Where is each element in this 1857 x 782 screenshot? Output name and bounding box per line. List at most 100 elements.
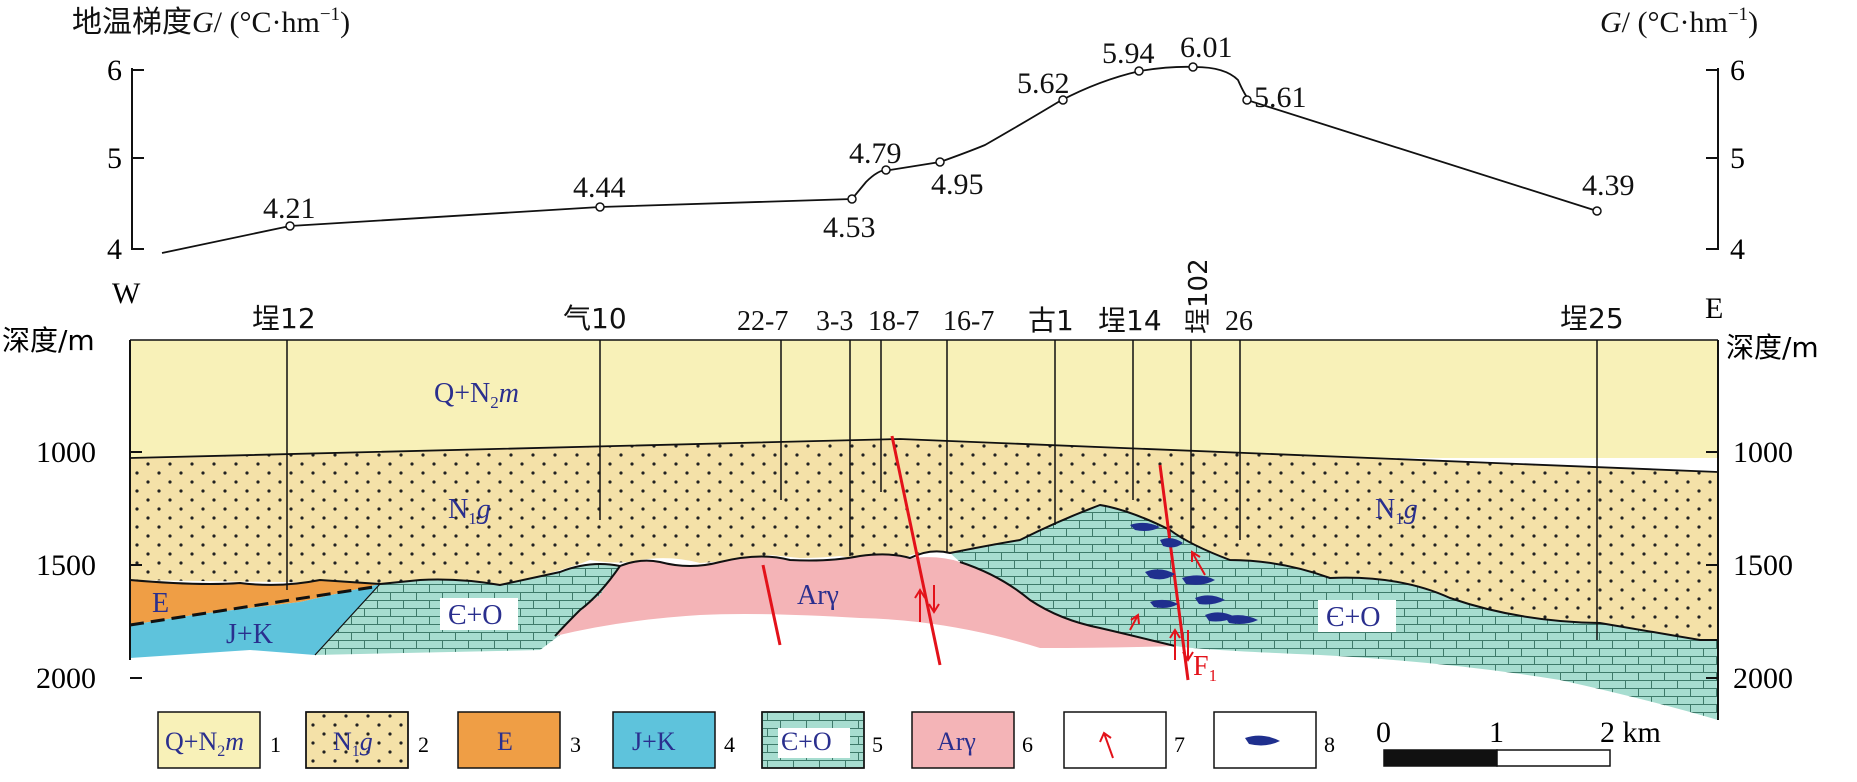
gradient-ylabel-left: 地温梯度G/ (°C·hm−1)	[72, 4, 350, 40]
gradient-point-9	[1242, 95, 1252, 105]
value-label-2: 4.44	[573, 171, 626, 204]
label-paleogene-e: E	[152, 588, 169, 619]
value-label-7: 5.94	[1102, 37, 1155, 70]
scale-bar-white-segment	[1496, 749, 1611, 767]
fault-granite	[761, 564, 782, 646]
legend-item-7: 7	[1063, 711, 1185, 769]
legend-item-5: Є+O 5	[761, 711, 883, 769]
depth-label-left: 深度/m	[2, 324, 95, 357]
legend-label-5: Є+O	[781, 727, 832, 756]
unit-jurassic-cretaceous	[130, 584, 380, 658]
unit-quaternary-neogene-m	[130, 340, 1718, 458]
well-name-18-7: 18-7	[868, 306, 919, 337]
legend-swatch-3	[457, 711, 561, 769]
well-name-26: 26	[1225, 306, 1253, 337]
base-quaternary-boundary	[129, 438, 1719, 473]
karst-cavity-8	[1225, 615, 1258, 624]
label-archean-granite: Arγ	[797, 580, 839, 611]
top-basement-boundary	[129, 503, 1718, 641]
legend-num-4: 4	[724, 732, 735, 757]
east-label: E	[1705, 292, 1723, 325]
legend: Q+N2m 1 N1g 2 E 3 J+K 4 Є+O 5	[157, 711, 1335, 769]
gradient-point-3	[847, 194, 857, 204]
scale-bar-black-segment	[1383, 749, 1498, 767]
label-cambrian-ordovician-west: Є+O	[440, 598, 518, 631]
gradient-point-6	[1058, 95, 1068, 105]
left-tick-label-6: 6	[107, 54, 122, 87]
depth-value-right-1500: 1500	[1733, 549, 1793, 582]
legend-item-2: N1g 2	[305, 711, 429, 769]
value-label-8: 6.01	[1180, 31, 1233, 64]
label-co-east-text: Є+O	[1326, 602, 1381, 633]
faults	[761, 435, 1190, 681]
right-tick-label-5: 5	[1730, 142, 1745, 175]
scale-tick-1: 1	[1489, 716, 1504, 749]
legend-num-7: 7	[1174, 732, 1185, 757]
cross-section: 埕12 气10 22-7 3-3 18-7 16-7 古1 埕14 埕102 2…	[2, 258, 1819, 720]
gradient-points	[285, 62, 1602, 231]
right-tick-label-4: 4	[1730, 233, 1745, 266]
label-neogene-guantao-west: N1g	[448, 494, 491, 528]
slip-arrow-f1-down	[1182, 630, 1194, 662]
well-names: 埕12 气10 22-7 3-3 18-7 16-7 古1 埕14 埕102 2…	[252, 258, 1624, 337]
legend-swatch-1	[157, 711, 261, 769]
scale-tick-2: 2 km	[1600, 716, 1661, 749]
depth-value-left-1000: 1000	[36, 436, 96, 469]
depth-value-left-2000: 2000	[36, 662, 96, 695]
gradient-point-4	[881, 165, 891, 175]
well-lines	[286, 340, 1598, 640]
value-label-9: 5.61	[1254, 81, 1307, 114]
depth-value-right-2000: 2000	[1733, 662, 1793, 695]
value-label-5: 4.95	[931, 168, 984, 201]
label-jurassic-cretaceous: J+K	[226, 619, 273, 650]
legend-swatch-8	[1213, 711, 1317, 769]
legend-swatch-5-labelbg	[778, 728, 850, 758]
well-name-c12: 埕12	[252, 302, 316, 335]
label-co-east-box	[1318, 600, 1396, 632]
left-tick-label-4: 4	[107, 233, 122, 266]
legend-karst-cavity-icon	[1245, 735, 1280, 746]
value-label-4: 4.79	[849, 137, 902, 170]
legend-label-6: Arγ	[937, 727, 976, 756]
gradient-point-1	[285, 221, 295, 231]
slip-arrow-f1-up	[1169, 628, 1181, 660]
fault-f1-label: F1	[1193, 651, 1217, 685]
well-name-c14: 埕14	[1098, 304, 1162, 337]
legend-label-4: J+K	[632, 727, 676, 756]
legend-num-5: 5	[872, 732, 883, 757]
fault-central	[890, 435, 942, 666]
karst-cavity-1	[1130, 522, 1160, 531]
karst-cavity-3	[1145, 569, 1175, 580]
label-co-west-text: Є+O	[448, 600, 503, 631]
jk-co-contact	[314, 583, 381, 656]
legend-swatch-7	[1063, 711, 1167, 769]
neogene-dots	[130, 439, 1718, 640]
legend-label-1: Q+N2m	[165, 727, 244, 760]
well-name-16-7: 16-7	[943, 306, 994, 337]
depth-value-left-1500: 1500	[36, 549, 96, 582]
unconformity-dashed	[129, 584, 381, 627]
legend-swatch-2-dots	[305, 711, 409, 769]
well-name-q10: 气10	[563, 302, 627, 335]
well-name-22-7: 22-7	[737, 306, 788, 337]
legend-fault-arrow-icon	[1099, 731, 1114, 759]
left-tick-label-5: 5	[107, 142, 122, 175]
value-label-1: 4.21	[263, 192, 316, 225]
legend-num-3: 3	[570, 732, 581, 757]
slip-arrow-central-down	[928, 585, 940, 614]
scale-tick-0: 0	[1376, 716, 1391, 749]
scale-bar: 0 1 2 km	[1376, 716, 1661, 767]
well-name-c102: 埕102	[1184, 258, 1214, 334]
well-name-gu1: 古1	[1028, 304, 1074, 337]
slip-arrow-f1-upper	[1191, 550, 1206, 576]
slip-arrow-small	[1129, 613, 1140, 631]
legend-num-8: 8	[1324, 732, 1335, 757]
depth-ticks	[130, 451, 1718, 679]
value-label-10: 4.39	[1582, 169, 1635, 202]
gradient-point-8	[1188, 62, 1198, 72]
legend-item-4: J+K 4	[612, 711, 735, 769]
legend-item-3: E 3	[457, 711, 581, 769]
label-quaternary-neogene-m: Q+N2m	[434, 378, 519, 412]
gradient-point-7	[1134, 66, 1144, 76]
